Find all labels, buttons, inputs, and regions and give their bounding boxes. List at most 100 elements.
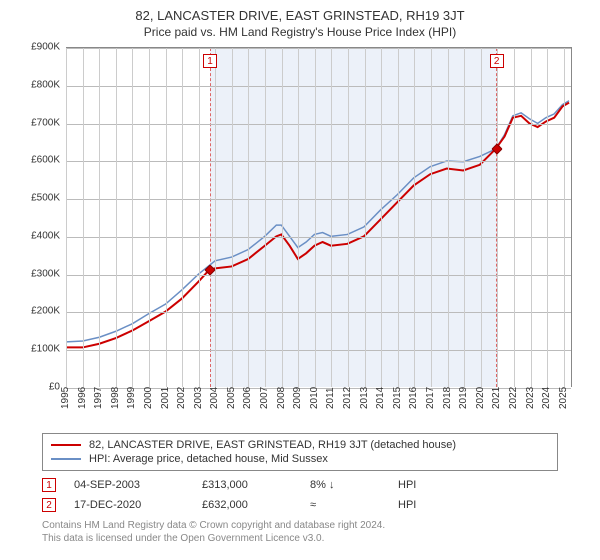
legend-label: HPI: Average price, detached house, Mid … <box>89 453 328 465</box>
row-price: £313,000 <box>202 479 292 491</box>
legend-swatch <box>51 458 81 460</box>
gridline-v <box>265 48 266 387</box>
x-tick-label: 2010 <box>309 387 320 409</box>
gridline-v <box>431 48 432 387</box>
gridline-v <box>381 48 382 387</box>
gridline-v <box>481 48 482 387</box>
gridline-h <box>66 161 571 162</box>
x-tick-label: 2013 <box>359 387 370 409</box>
gridline-v <box>83 48 84 387</box>
x-tick-label: 2016 <box>408 387 419 409</box>
gridline-h <box>66 312 571 313</box>
x-tick-label: 2014 <box>375 387 386 409</box>
y-tick-label: £0 <box>20 382 60 393</box>
marker-data-rows: 1 04-SEP-2003 £313,000 8% ↓ HPI 2 17-DEC-2020 £… <box>42 475 558 515</box>
x-tick-label: 2001 <box>160 387 171 409</box>
footer-line-1: Contains HM Land Registry data © Crown c… <box>42 519 558 532</box>
x-tick-label: 2004 <box>209 387 220 409</box>
x-tick-label: 2019 <box>458 387 469 409</box>
x-tick-label: 2020 <box>475 387 486 409</box>
footer-line-2: This data is licensed under the Open Gov… <box>42 532 558 545</box>
legend-swatch <box>51 444 81 446</box>
legend-item: 82, LANCASTER DRIVE, EAST GRINSTEAD, RH1… <box>51 438 549 452</box>
y-axis-labels: £0£100K£200K£300K£400K£500K£600K£700K£80… <box>20 47 62 387</box>
gridline-h <box>66 350 571 351</box>
gridline-v <box>348 48 349 387</box>
gridline-v <box>331 48 332 387</box>
gridline-v <box>564 48 565 387</box>
x-tick-label: 2022 <box>508 387 519 409</box>
x-tick-label: 2011 <box>325 387 336 409</box>
gridline-v <box>448 48 449 387</box>
x-tick-label: 2003 <box>193 387 204 409</box>
gridline-v <box>199 48 200 387</box>
legend-label: 82, LANCASTER DRIVE, EAST GRINSTEAD, RH1… <box>89 439 456 451</box>
x-tick-label: 2005 <box>226 387 237 409</box>
row-pct-vs-hpi: ≈ <box>310 499 380 511</box>
y-tick-label: £800K <box>20 79 60 90</box>
chart-title: 82, LANCASTER DRIVE, EAST GRINSTEAD, RH1… <box>8 8 592 23</box>
y-tick-label: £900K <box>20 42 60 53</box>
x-tick-label: 2009 <box>292 387 303 409</box>
x-tick-label: 2021 <box>491 387 502 409</box>
gridline-h <box>66 275 571 276</box>
gridline-v <box>464 48 465 387</box>
x-tick-label: 2002 <box>176 387 187 409</box>
y-tick-label: £500K <box>20 193 60 204</box>
x-tick-label: 2006 <box>242 387 253 409</box>
x-tick-label: 1995 <box>60 387 71 409</box>
y-tick-label: £600K <box>20 155 60 166</box>
gridline-h <box>66 48 571 49</box>
legend-item: HPI: Average price, detached house, Mid … <box>51 452 549 466</box>
plot-area: 12 <box>66 47 572 387</box>
series-line-hpi <box>66 101 569 342</box>
gridline-h <box>66 124 571 125</box>
x-tick-label: 1996 <box>77 387 88 409</box>
y-tick-label: £700K <box>20 117 60 128</box>
footer-attribution: Contains HM Land Registry data © Crown c… <box>42 519 558 545</box>
chart-area: £0 £100K £200K £300K £400K £500K £600K £700K £80… <box>20 47 580 427</box>
y-tick-label: £400K <box>20 230 60 241</box>
gridline-v <box>497 48 498 387</box>
row-date: 17-DEC-2020 <box>74 499 184 511</box>
x-tick-label: 2023 <box>525 387 536 409</box>
sale-callout-box: 2 <box>490 54 504 68</box>
series-line-property <box>66 103 569 348</box>
x-tick-label: 2008 <box>276 387 287 409</box>
row-pct-vs-hpi: 8% ↓ <box>310 479 380 491</box>
gridline-h <box>66 199 571 200</box>
gridline-v <box>149 48 150 387</box>
x-tick-label: 1998 <box>110 387 121 409</box>
gridline-v <box>414 48 415 387</box>
x-tick-label: 2018 <box>442 387 453 409</box>
x-tick-label: 2000 <box>143 387 154 409</box>
gridline-v <box>298 48 299 387</box>
gridline-v <box>232 48 233 387</box>
gridline-v <box>132 48 133 387</box>
gridline-v <box>547 48 548 387</box>
row-date: 04-SEP-2003 <box>74 479 184 491</box>
gridline-v <box>531 48 532 387</box>
sale-callout-box: 1 <box>203 54 217 68</box>
sale-data-row: 1 04-SEP-2003 £313,000 8% ↓ HPI <box>42 475 558 495</box>
x-tick-label: 2017 <box>425 387 436 409</box>
x-tick-label: 1997 <box>93 387 104 409</box>
gridline-v <box>99 48 100 387</box>
row-marker-num: 1 <box>42 478 56 492</box>
chart-subtitle: Price paid vs. HM Land Registry's House … <box>8 25 592 39</box>
gridline-v <box>315 48 316 387</box>
gridline-h <box>66 86 571 87</box>
x-tick-label: 2025 <box>558 387 569 409</box>
gridline-v <box>365 48 366 387</box>
sale-data-row: 217-DEC-2020£632,000≈HPI <box>42 495 558 515</box>
x-tick-label: 2024 <box>541 387 552 409</box>
row-marker-num: 2 <box>42 498 56 512</box>
y-tick-label: £200K <box>20 306 60 317</box>
row-hpi-label: HPI <box>398 499 416 511</box>
row-hpi-label: HPI <box>398 479 416 491</box>
y-tick-label: £300K <box>20 268 60 279</box>
gridline-h <box>66 237 571 238</box>
y-tick-label: £100K <box>20 344 60 355</box>
gridline-v <box>182 48 183 387</box>
x-tick-label: 2015 <box>392 387 403 409</box>
